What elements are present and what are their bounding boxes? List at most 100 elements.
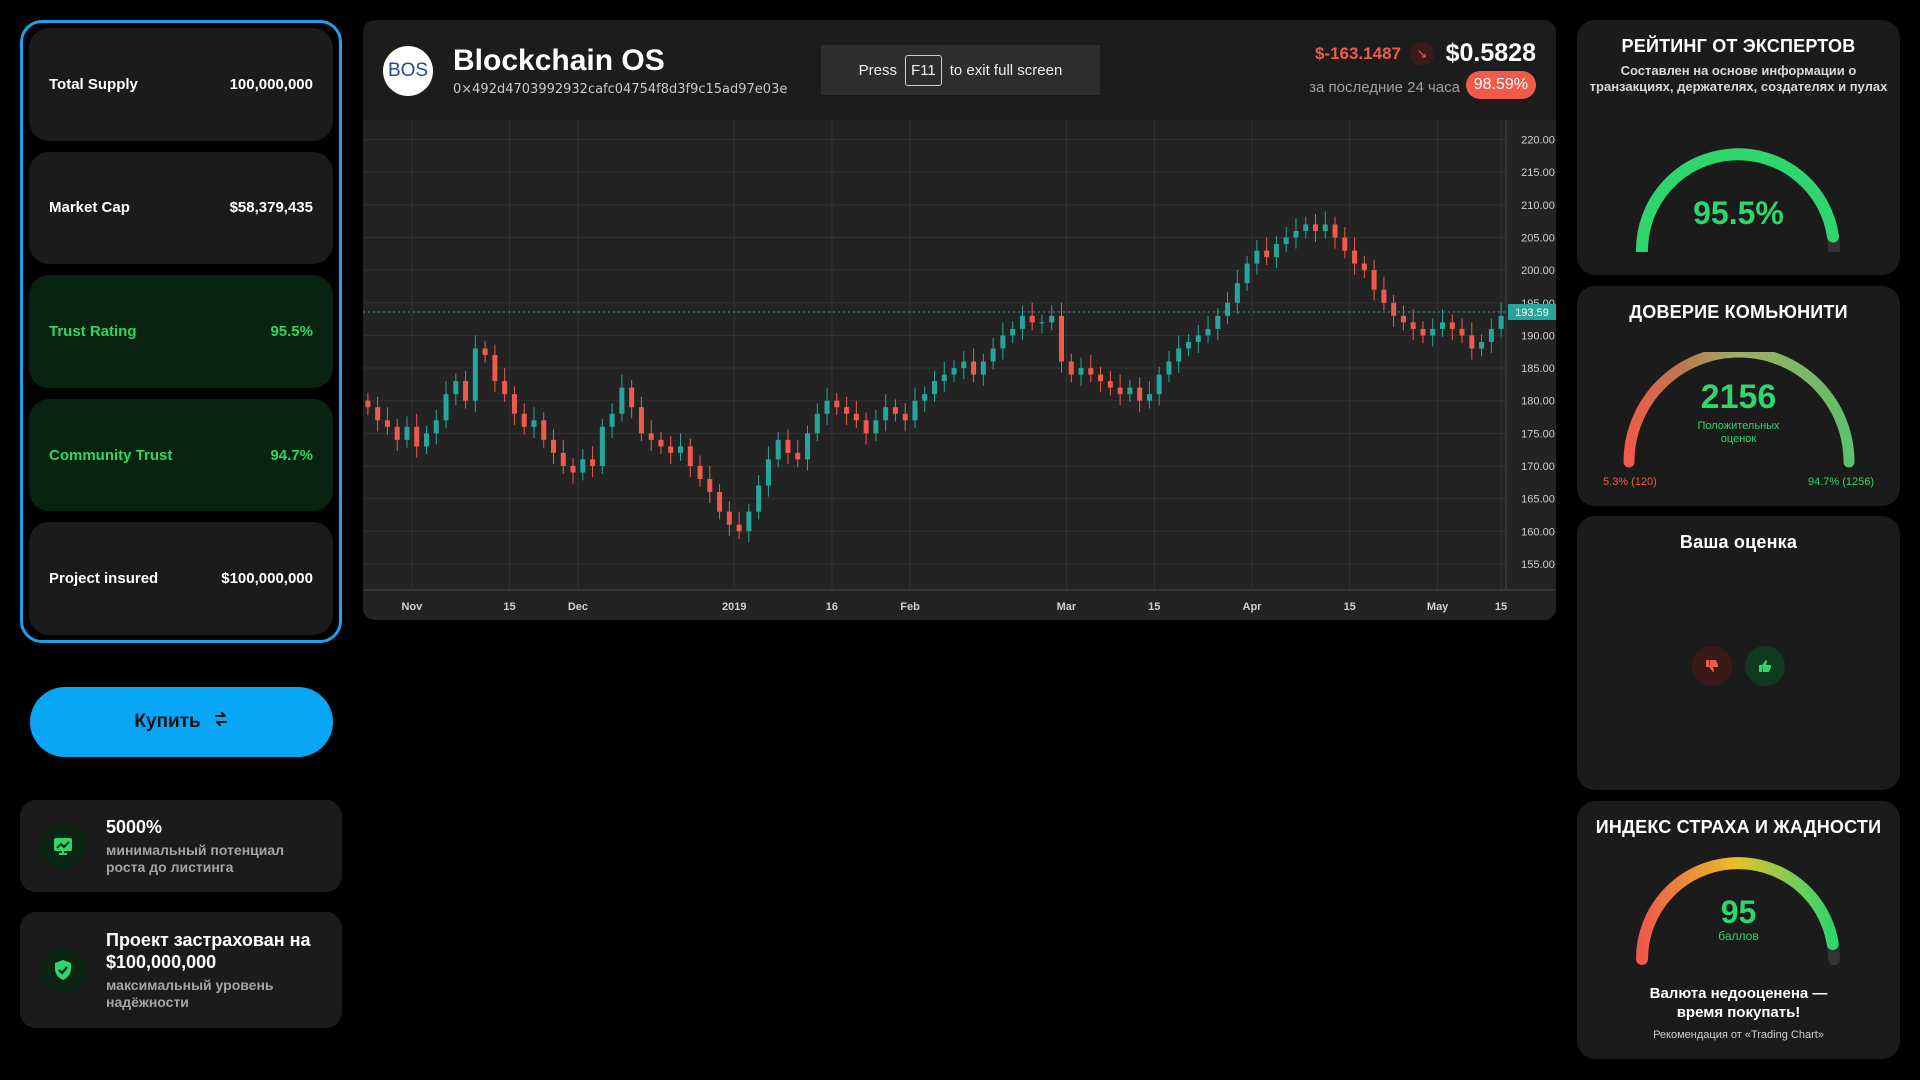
- candlestick-chart[interactable]: 220.00 215.00 210.00 205.00 200.00 195.00 190.…: [363, 120, 1556, 620]
- growth-potential-card: 5000% минимальный потенциал роста до лис…: [20, 800, 342, 892]
- candle-body: [863, 420, 869, 434]
- candle-body: [1137, 387, 1143, 401]
- candle-body: [1254, 250, 1260, 264]
- candle-body: [570, 465, 576, 473]
- candle-body: [1273, 244, 1279, 258]
- x-tick-label: 15: [1344, 601, 1356, 613]
- stat-label: Project insured: [49, 570, 159, 588]
- fear-greed-unit: баллов: [1718, 929, 1759, 943]
- stat-value: $100,000,000: [221, 570, 313, 588]
- x-tick-label: 16: [826, 601, 838, 613]
- x-tick-label: 2019: [722, 601, 746, 613]
- candle-body: [619, 387, 625, 414]
- your-rating-title: Ваша оценка: [1679, 532, 1798, 552]
- contract-address[interactable]: 0×492d4703992932cafc04754f8d3f9c15ad97e0…: [453, 82, 788, 97]
- candle-body: [844, 407, 850, 414]
- y-tick-label: 180.00: [1521, 396, 1555, 408]
- candle-body: [1059, 315, 1064, 362]
- thumbs-up-icon: [1759, 660, 1771, 672]
- candle-body: [941, 374, 947, 382]
- stat-value: $58,379,435: [229, 199, 313, 217]
- candle-body: [1117, 387, 1123, 395]
- candle-body: [775, 439, 781, 460]
- candle-body: [648, 433, 654, 440]
- candle-body: [599, 426, 605, 466]
- community-trust-card: ДОВЕРИЕ КОМЬЮНИТИ 2156 Положительных оце…: [1577, 286, 1900, 506]
- thumbs-down-button[interactable]: [1692, 646, 1732, 686]
- fear-greed-card: ИНДЕКС СТРАХА И ЖАДНОСТИ 95 баллов Валют…: [1577, 801, 1900, 1059]
- expert-rating-card: РЕЙТИНГ ОТ ЭКСПЕРТОВ Составлен на основе…: [1577, 20, 1900, 275]
- fullscreen-key: F11: [905, 54, 942, 86]
- candle-body: [736, 524, 742, 532]
- candle-body: [1293, 230, 1299, 238]
- candle-body: [726, 511, 732, 525]
- candle-body: [1459, 328, 1465, 336]
- expert-rating-title: РЕЙТИНГ ОТ ЭКСПЕРТОВ: [1621, 36, 1856, 56]
- candle-body: [1498, 315, 1504, 329]
- candle-body: [1205, 328, 1211, 336]
- stat-label: Trust Rating: [49, 322, 137, 340]
- candle-body: [1068, 361, 1074, 375]
- candle-body: [560, 452, 566, 466]
- candle-body: [424, 433, 429, 447]
- candle-body: [1322, 224, 1328, 231]
- candle-body: [717, 492, 723, 512]
- candle-body: [629, 387, 635, 408]
- stat-trust-rating: Trust Rating 95.5%: [29, 275, 333, 388]
- swap-icon: [213, 711, 229, 733]
- candle-body: [834, 400, 840, 408]
- trend-down-icon: ↘: [1410, 42, 1434, 66]
- candle-body: [609, 413, 615, 427]
- y-tick-label: 170.00: [1521, 461, 1555, 473]
- your-rating-card: Ваша оценка: [1577, 516, 1900, 790]
- fullscreen-hint-suffix: to exit full screen: [949, 61, 1063, 79]
- fear-greed-title: ИНДЕКС СТРАХА И ЖАДНОСТИ: [1595, 817, 1882, 837]
- candle-body: [1225, 302, 1231, 316]
- candle-body: [873, 420, 879, 434]
- y-tick-label: 220.00: [1521, 135, 1555, 147]
- candle-body: [590, 459, 596, 466]
- candle-body: [453, 381, 459, 395]
- y-tick-label: 190.00: [1521, 330, 1555, 342]
- stat-project-insured: Project insured $100,000,000: [29, 522, 333, 635]
- candle-body: [922, 394, 928, 401]
- insured-title: Проект застрахован на $100,000,000: [106, 930, 311, 972]
- candle-body: [1391, 302, 1397, 316]
- candle-body: [902, 413, 908, 421]
- thumbs-up-button[interactable]: [1745, 646, 1785, 686]
- candle-body: [1352, 250, 1358, 264]
- y-tick-label: 160.00: [1521, 526, 1555, 538]
- community-positive: 94.7% (1256): [1807, 476, 1874, 488]
- candle-body: [511, 394, 517, 414]
- price-chart-panel: BOS Blockchain OS 0×492d4703992932cafc04…: [363, 20, 1556, 620]
- candle-body: [1000, 335, 1006, 349]
- candle-body: [1342, 237, 1348, 251]
- expert-rating-value: 95.5%: [1693, 195, 1784, 231]
- chart-header: BOS Blockchain OS 0×492d4703992932cafc04…: [363, 20, 1556, 120]
- candle-body: [1244, 263, 1250, 284]
- token-stats-panel: Total Supply 100,000,000 Market Cap $58,…: [20, 20, 342, 643]
- candle-body: [394, 426, 400, 440]
- chart-svg[interactable]: 220.00215.00210.00205.00200.00195.00190.…: [363, 120, 1556, 620]
- candle-body: [541, 420, 547, 440]
- buy-label: Купить: [134, 711, 201, 732]
- stat-market-cap: Market Cap $58,379,435: [29, 151, 333, 265]
- y-tick-label: 215.00: [1521, 167, 1555, 179]
- candle-body: [502, 381, 508, 395]
- coin-logo: BOS: [383, 46, 433, 96]
- candle-body: [1019, 315, 1025, 329]
- candle-body: [492, 355, 498, 382]
- candle-body: [853, 413, 859, 421]
- stat-community-trust: Community Trust 94.7%: [29, 398, 333, 512]
- candle-body: [404, 426, 410, 440]
- candle-body: [531, 420, 537, 427]
- growth-title: 5000%: [106, 817, 163, 837]
- candle-body: [1313, 224, 1318, 231]
- candle-body: [1234, 283, 1240, 303]
- expert-rating-gauge: [1636, 148, 1840, 252]
- candle-body: [463, 381, 469, 401]
- expert-rating-subtitle: Составлен на основе информации о транзак…: [1589, 63, 1888, 94]
- candle-body: [1186, 341, 1191, 349]
- stat-label: Community Trust: [49, 446, 173, 464]
- buy-button[interactable]: Купить: [30, 687, 333, 757]
